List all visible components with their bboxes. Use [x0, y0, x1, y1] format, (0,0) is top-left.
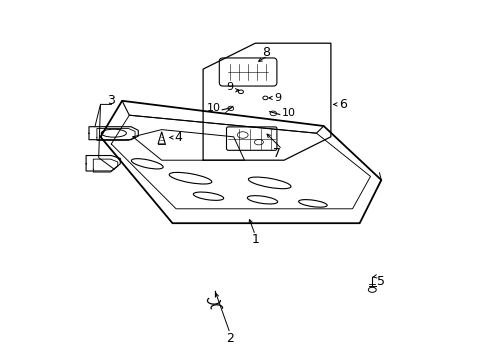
- Text: 9: 9: [273, 93, 281, 103]
- Text: 6: 6: [338, 98, 346, 111]
- Text: 8: 8: [262, 46, 269, 59]
- Text: 1: 1: [251, 233, 259, 246]
- Text: 10: 10: [207, 103, 221, 113]
- Text: 4: 4: [174, 131, 182, 144]
- Text: 7: 7: [272, 147, 280, 159]
- Text: 5: 5: [376, 275, 384, 288]
- Text: 9: 9: [225, 82, 232, 92]
- Text: 10: 10: [282, 108, 296, 118]
- Text: 3: 3: [107, 94, 115, 107]
- Text: 2: 2: [225, 332, 234, 345]
